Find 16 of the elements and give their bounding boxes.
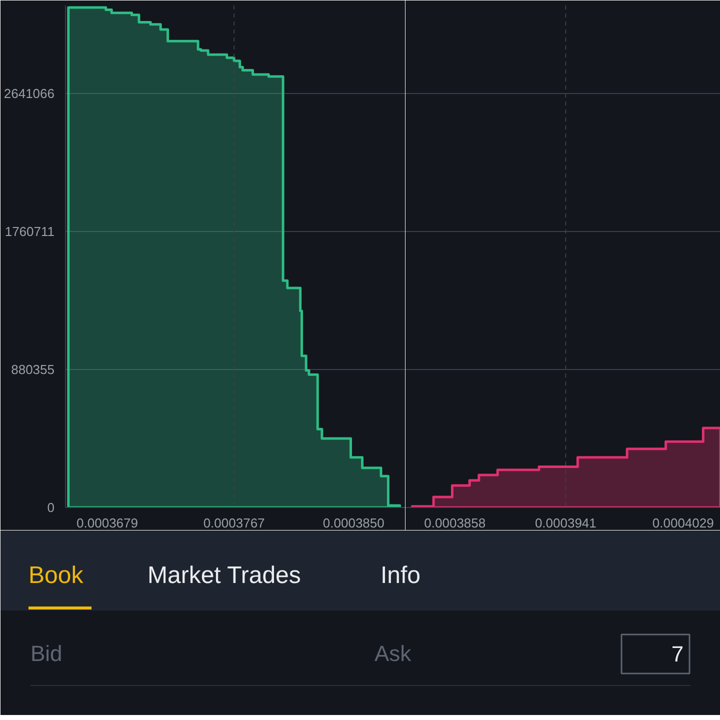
x-tick-label: 0.0003679 (76, 516, 138, 530)
text: Bid (30, 641, 62, 666)
x-tick-label: 0.0003850 (322, 516, 384, 530)
x-tick-label: 0.0003858 (424, 516, 486, 530)
text: Ask (374, 641, 412, 666)
y-tick-label: 880355 (11, 362, 55, 377)
y-tick-label: 0 (47, 500, 55, 515)
text: 7 (671, 642, 684, 666)
x-tick-label: 0.0003767 (203, 516, 265, 530)
x-tick-label: 0.0003941 (534, 516, 596, 530)
x-tick-label: 0.0004029 (652, 516, 714, 530)
text: Market Trades (148, 562, 301, 589)
text: Book (28, 562, 84, 589)
y-tick-label: 1760711 (4, 224, 55, 239)
text: Info (380, 562, 421, 589)
y-tick-label: 2641066 (4, 86, 55, 101)
